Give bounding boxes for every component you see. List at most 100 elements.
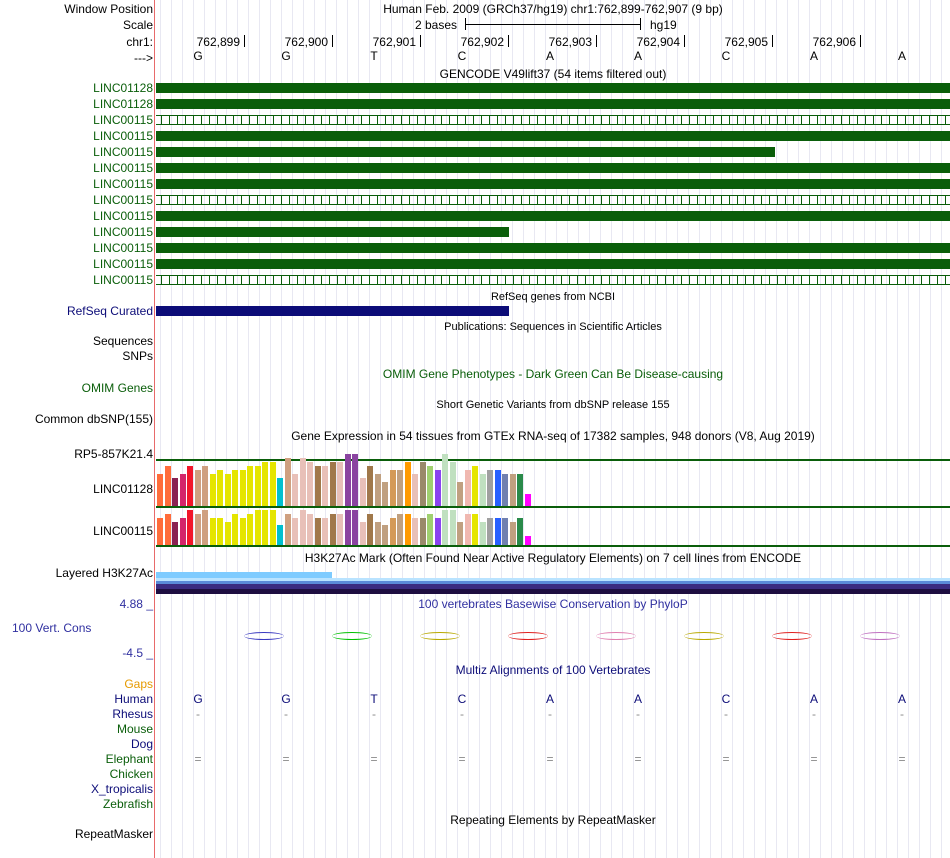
gencode-exon-bar[interactable] bbox=[156, 227, 509, 237]
gtex-tissue-bar-linc00115[interactable] bbox=[517, 518, 523, 545]
gtex-tissue-bar-linc01128[interactable] bbox=[217, 470, 223, 506]
gtex-tissue-bar-linc01128[interactable] bbox=[374, 474, 381, 506]
gtex-tissue-bar-linc01128[interactable] bbox=[254, 466, 261, 506]
gtex-tissue-bar-linc00115[interactable] bbox=[352, 510, 358, 545]
gtex-tissue-bar-linc00115[interactable] bbox=[412, 518, 418, 545]
gtex-tissue-bar-linc01128[interactable] bbox=[269, 462, 276, 506]
gencode-exon-bar[interactable] bbox=[156, 83, 950, 93]
gtex-tissue-bar-linc00115[interactable] bbox=[277, 525, 283, 545]
multiz-species-label[interactable]: X_tropicalis bbox=[90, 782, 153, 796]
gtex-tissue-bar-linc00115[interactable] bbox=[187, 510, 193, 545]
snps-track-label[interactable]: SNPs bbox=[122, 349, 153, 363]
gencode-gene-label[interactable]: LINC00115 bbox=[93, 145, 153, 159]
gtex-tissue-bar-linc01128[interactable] bbox=[314, 466, 321, 506]
gtex-tissue-bar-linc01128[interactable] bbox=[509, 474, 516, 506]
gencode-gene-label[interactable]: LINC00115 bbox=[93, 113, 153, 127]
multiz-species-label[interactable]: Mouse bbox=[116, 722, 153, 736]
gtex-tissue-bar-linc01128[interactable] bbox=[479, 474, 486, 506]
gtex-tissue-bar-linc00115[interactable] bbox=[247, 514, 253, 545]
gtex-tissue-bar-linc00115[interactable] bbox=[239, 518, 246, 545]
gtex-tissue-bar-linc01128[interactable] bbox=[164, 466, 171, 506]
gtex-tissue-bar-linc00115[interactable] bbox=[202, 510, 208, 545]
gtex-gene-label-linc00115[interactable]: LINC00115 bbox=[93, 524, 153, 538]
gtex-tissue-bar-linc01128[interactable] bbox=[404, 462, 411, 506]
gencode-intron-line[interactable] bbox=[156, 195, 950, 205]
gtex-tissue-bar-linc00115[interactable] bbox=[397, 514, 403, 545]
gtex-tissue-bar-linc00115[interactable] bbox=[269, 510, 276, 545]
gtex-tissue-bar-linc01128[interactable] bbox=[299, 458, 306, 506]
gtex-tissue-bar-linc00115[interactable] bbox=[487, 518, 493, 545]
multiz-species-label[interactable]: Human bbox=[114, 692, 153, 706]
gtex-tissue-bar-linc01128[interactable] bbox=[277, 478, 283, 506]
gtex-tissue-bar-linc00115[interactable] bbox=[262, 510, 268, 545]
gencode-exon-bar[interactable] bbox=[156, 163, 950, 173]
gtex-tissue-bar-linc00115[interactable] bbox=[404, 514, 411, 545]
gtex-tissue-bar-linc00115[interactable] bbox=[307, 514, 313, 545]
multiz-species-label[interactable]: Rhesus bbox=[112, 707, 153, 721]
omim-track-title[interactable]: OMIM Gene Phenotypes - Dark Green Can Be… bbox=[382, 367, 724, 381]
gtex-tissue-bar-linc00115[interactable] bbox=[509, 522, 516, 545]
refseq-track-label[interactable]: RefSeq Curated bbox=[66, 304, 153, 318]
gtex-tissue-bar-linc01128[interactable] bbox=[329, 462, 336, 506]
gtex-tissue-bar-linc01128[interactable] bbox=[464, 470, 471, 506]
gtex-tissue-bar-linc01128[interactable] bbox=[232, 470, 238, 506]
gtex-tissue-bar-linc01128[interactable] bbox=[382, 482, 388, 506]
gtex-tissue-bar-linc00115[interactable] bbox=[254, 510, 261, 545]
gencode-gene-label[interactable]: LINC01128 bbox=[93, 81, 153, 95]
repeatmasker-track-label[interactable]: RepeatMasker bbox=[74, 827, 153, 841]
h3k27ac-track-title[interactable]: H3K27Ac Mark (Often Found Near Active Re… bbox=[304, 551, 802, 565]
h3k27ac-track-label[interactable]: Layered H3K27Ac bbox=[55, 566, 153, 580]
gtex-tissue-bar-linc00115[interactable] bbox=[389, 518, 396, 545]
gtex-tissue-bar-linc01128[interactable] bbox=[194, 470, 201, 506]
gtex-tissue-bar-linc00115[interactable] bbox=[442, 510, 448, 545]
gtex-tissue-bar-linc01128[interactable] bbox=[367, 466, 373, 506]
gtex-tissue-bar-linc00115[interactable] bbox=[367, 514, 373, 545]
gencode-gene-label[interactable]: LINC01128 bbox=[93, 97, 153, 111]
gtex-tissue-bar-linc01128[interactable] bbox=[457, 482, 463, 506]
multiz-species-label[interactable]: Elephant bbox=[105, 752, 153, 766]
gtex-tissue-bar-linc01128[interactable] bbox=[344, 454, 351, 506]
refseq-gene-bar[interactable] bbox=[156, 306, 509, 316]
gtex-tissue-bar-linc00115[interactable] bbox=[427, 514, 433, 545]
gtex-tissue-bar-linc01128[interactable] bbox=[442, 454, 448, 506]
gencode-gene-label[interactable]: LINC00115 bbox=[93, 177, 153, 191]
gtex-tissue-bar-linc00115[interactable] bbox=[419, 518, 426, 545]
gtex-tissue-bar-linc01128[interactable] bbox=[209, 474, 216, 506]
gencode-gene-label[interactable]: LINC00115 bbox=[93, 209, 153, 223]
gencode-gene-label[interactable]: LINC00115 bbox=[93, 257, 153, 271]
gencode-exon-bar[interactable] bbox=[156, 259, 950, 269]
gtex-tissue-bar-linc01128[interactable] bbox=[292, 474, 298, 506]
gencode-exon-bar[interactable] bbox=[156, 147, 775, 157]
gtex-tissue-bar-linc00115[interactable] bbox=[179, 518, 186, 545]
gtex-tissue-bar-linc00115[interactable] bbox=[292, 518, 298, 545]
gencode-gene-label[interactable]: LINC00115 bbox=[93, 225, 153, 239]
refseq-track-title[interactable]: RefSeq genes from NCBI bbox=[490, 291, 616, 303]
gencode-exon-bar[interactable] bbox=[156, 243, 950, 253]
multiz-species-label[interactable]: Dog bbox=[130, 737, 153, 751]
gtex-tissue-bar-linc01128[interactable] bbox=[494, 470, 501, 506]
gtex-tissue-bar-linc00115[interactable] bbox=[524, 536, 531, 545]
gencode-exon-bar[interactable] bbox=[156, 99, 950, 109]
gtex-tissue-bar-linc00115[interactable] bbox=[224, 522, 231, 545]
multiz-species-label[interactable]: Chicken bbox=[109, 767, 153, 781]
gtex-gene-label-rp5[interactable]: RP5-857K21.4 bbox=[74, 447, 153, 461]
gtex-tissue-bar-linc00115[interactable] bbox=[284, 514, 291, 545]
gencode-gene-label[interactable]: LINC00115 bbox=[93, 129, 153, 143]
gencode-gene-label[interactable]: LINC00115 bbox=[93, 161, 153, 175]
gtex-tissue-bar-linc01128[interactable] bbox=[307, 462, 313, 506]
gtex-tissue-bar-linc00115[interactable] bbox=[434, 518, 441, 545]
gtex-tissue-bar-linc00115[interactable] bbox=[472, 514, 478, 545]
gtex-tissue-bar-linc00115[interactable] bbox=[164, 514, 171, 545]
publications-track-title[interactable]: Publications: Sequences in Scientific Ar… bbox=[444, 321, 662, 333]
gtex-tissue-bar-linc01128[interactable] bbox=[397, 470, 403, 506]
gtex-tissue-bar-linc01128[interactable] bbox=[187, 466, 193, 506]
gencode-intron-line[interactable] bbox=[156, 275, 950, 285]
gtex-tissue-bar-linc00115[interactable] bbox=[494, 518, 501, 545]
gencode-gene-label[interactable]: LINC00115 bbox=[93, 241, 153, 255]
gtex-tissue-bar-linc00115[interactable] bbox=[299, 510, 306, 545]
gtex-tissue-bar-linc01128[interactable] bbox=[262, 462, 268, 506]
gtex-tissue-bar-linc00115[interactable] bbox=[209, 518, 216, 545]
gtex-tissue-bar-linc01128[interactable] bbox=[352, 454, 358, 506]
gencode-exon-bar[interactable] bbox=[156, 131, 950, 141]
